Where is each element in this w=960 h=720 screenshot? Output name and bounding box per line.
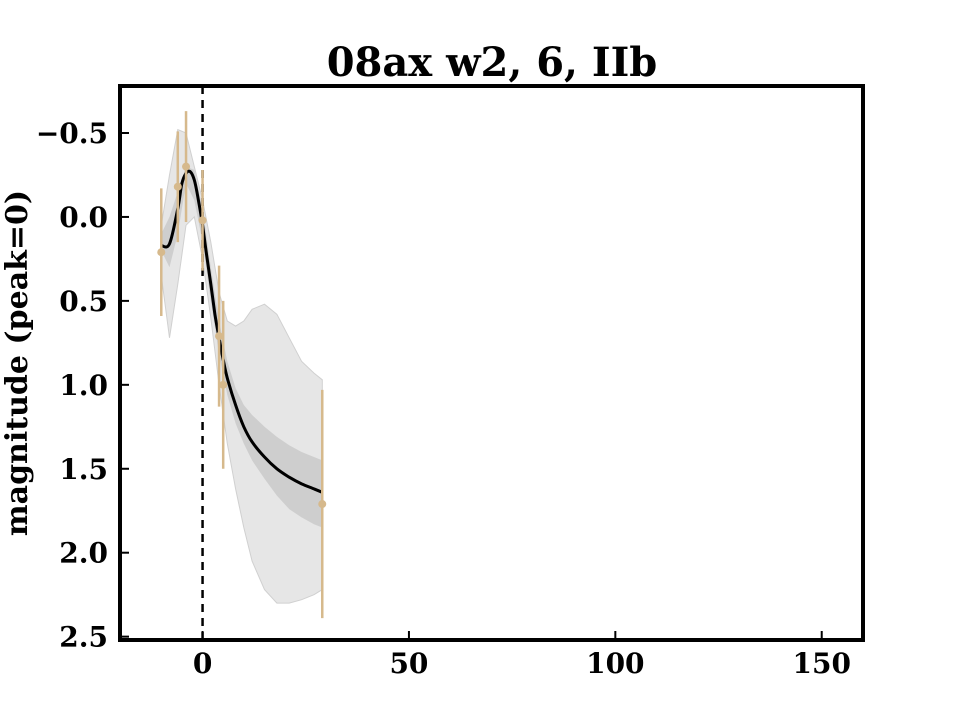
data-point	[215, 332, 224, 341]
x-tick-label: 100	[586, 647, 644, 680]
data-point	[173, 182, 182, 191]
y-tick-label: 2.5	[59, 621, 108, 654]
axes: 0 50 100 150 −0.5 0.0 0.5 1.0 1.5 2.0 2.5	[36, 84, 865, 680]
y-tick-label: 2.0	[59, 537, 108, 570]
data-point	[219, 380, 228, 389]
y-tick-label: 0.0	[59, 201, 108, 234]
x-tick-label: 0	[193, 647, 212, 680]
x-tick-label: 50	[389, 647, 428, 680]
data-point	[182, 162, 191, 171]
y-tick-label: 1.0	[59, 369, 108, 402]
y-tick-label: 1.5	[59, 453, 108, 486]
y-tick-label: 0.5	[59, 285, 108, 318]
y-tick-label: −0.5	[36, 117, 108, 150]
data-point	[318, 500, 327, 509]
plot-frame	[118, 84, 865, 642]
data-point	[157, 248, 166, 257]
chart-title: 08ax w2, 6, IIb	[327, 39, 658, 86]
plot-area	[157, 86, 327, 640]
x-tick-label: 150	[792, 647, 850, 680]
data-point	[198, 216, 207, 225]
y-axis-label: magnitude (peak=0)	[0, 190, 35, 536]
